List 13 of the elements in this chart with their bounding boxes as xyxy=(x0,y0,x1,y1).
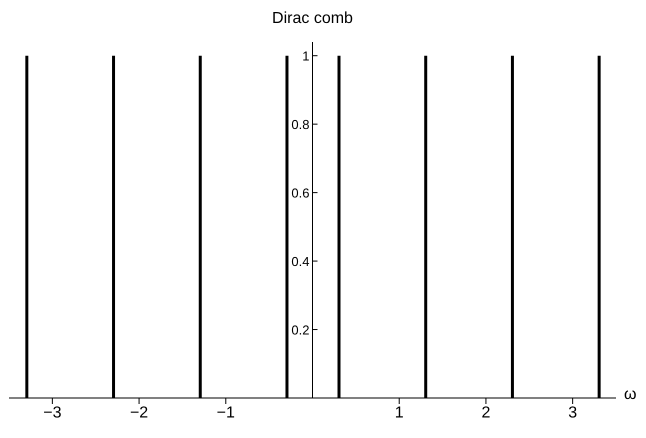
y-tick-label: 0.8 xyxy=(291,117,310,132)
x-tick-label: −3 xyxy=(43,404,62,422)
y-tick-label: 0.6 xyxy=(291,186,310,201)
x-tick-label: 3 xyxy=(568,404,578,422)
x-tick-label: −2 xyxy=(130,404,148,422)
x-tick-label: 2 xyxy=(481,404,490,422)
y-tick-label: 1 xyxy=(302,48,310,64)
chart-title: Dirac comb xyxy=(271,10,354,28)
x-tick-label: 1 xyxy=(394,404,404,422)
x-axis-title: ω xyxy=(624,386,636,404)
y-tick-label: 0.2 xyxy=(291,322,310,338)
x-tick-label: −1 xyxy=(216,404,236,422)
y-tick-label: 0.4 xyxy=(291,254,310,270)
